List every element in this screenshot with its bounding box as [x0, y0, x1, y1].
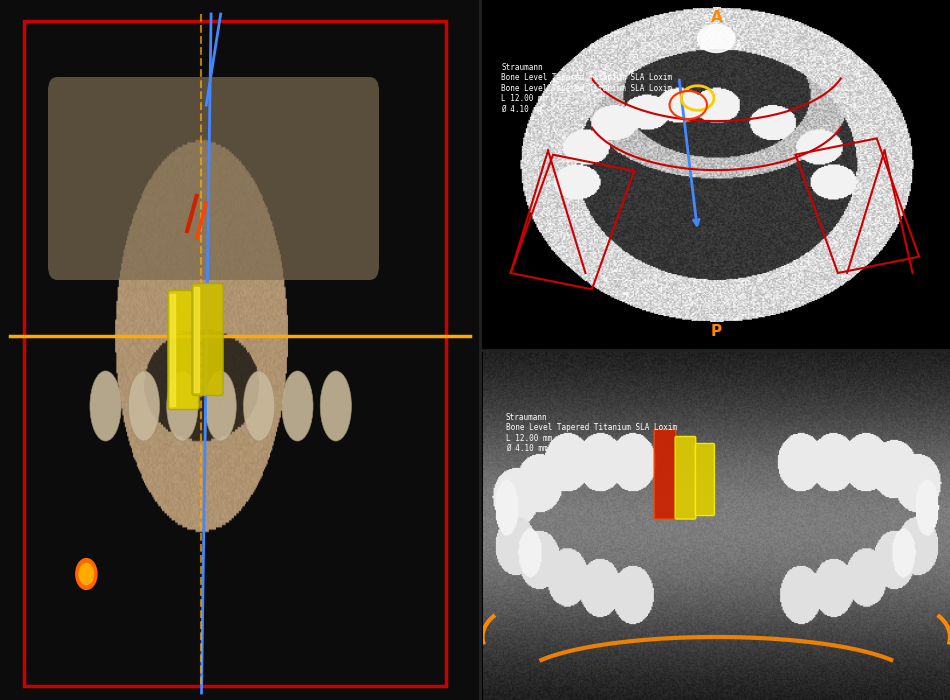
Ellipse shape	[320, 371, 352, 441]
FancyBboxPatch shape	[168, 290, 199, 410]
Bar	[511, 155, 635, 289]
Ellipse shape	[128, 371, 160, 441]
Ellipse shape	[205, 371, 237, 441]
Bar	[24, 21, 446, 686]
FancyBboxPatch shape	[655, 429, 675, 519]
Ellipse shape	[90, 371, 122, 441]
Text: Straumann
Bone Level Tapered Titanium SLA Loxim
Bone Level Tapered Titanium SLA : Straumann Bone Level Tapered Titanium SL…	[502, 63, 673, 113]
FancyBboxPatch shape	[675, 437, 695, 519]
Ellipse shape	[243, 371, 275, 441]
Circle shape	[79, 564, 93, 584]
Text: P: P	[711, 325, 722, 340]
Circle shape	[76, 559, 97, 589]
FancyBboxPatch shape	[48, 77, 379, 280]
FancyBboxPatch shape	[695, 444, 714, 515]
Bar	[795, 139, 919, 273]
Text: Straumann
Bone Level Tapered Titanium SLA Loxim
L 12.00 mm
Ø 4.10 mm: Straumann Bone Level Tapered Titanium SL…	[506, 413, 677, 453]
Circle shape	[697, 25, 735, 52]
Text: A: A	[711, 10, 722, 25]
FancyBboxPatch shape	[192, 284, 223, 395]
Ellipse shape	[166, 371, 198, 441]
Ellipse shape	[282, 371, 314, 441]
